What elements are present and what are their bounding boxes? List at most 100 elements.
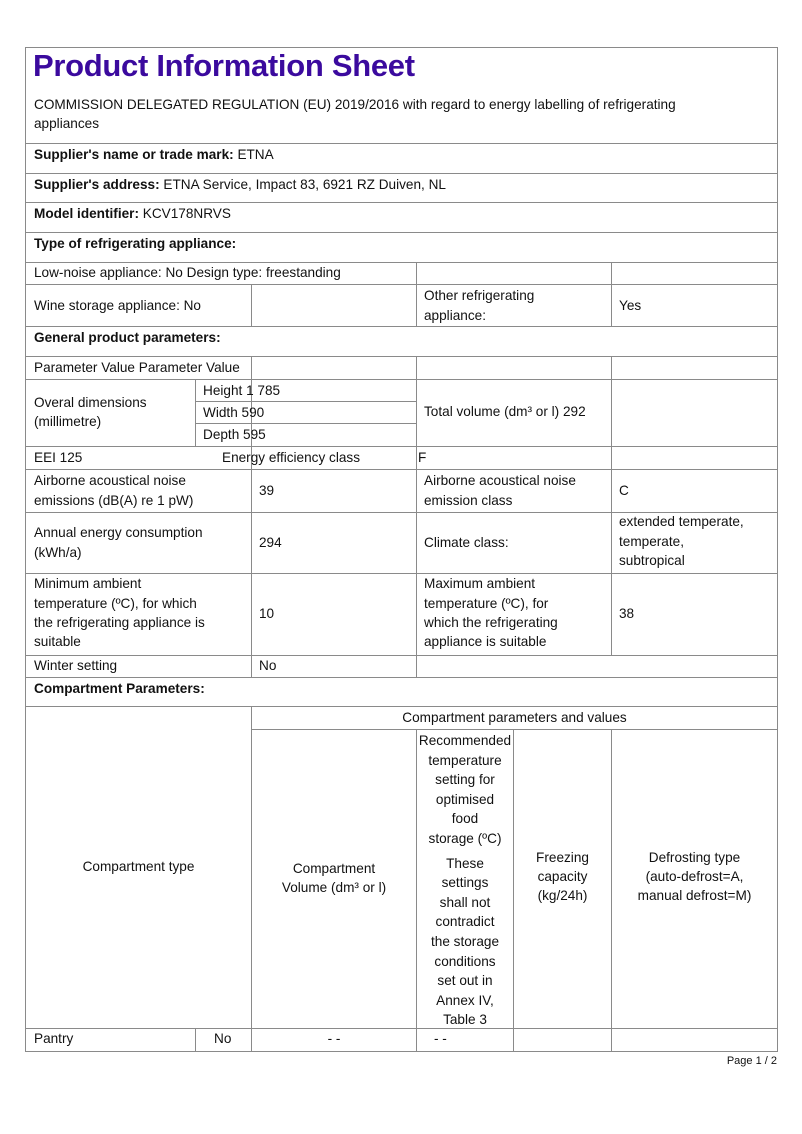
noise-label-2: emissions (dB(A) re 1 pW) (34, 493, 194, 508)
width-value: Width 590 (203, 405, 265, 420)
table-cell (610, 468, 778, 513)
header-line: Annex IV, (436, 992, 494, 1008)
table-cell (610, 445, 778, 470)
min-temp-label-2: temperature (ºC), for which (34, 596, 197, 611)
total-volume: Total volume (dm³ or l) 292 (424, 404, 586, 419)
header-line: Defrosting type (648, 850, 741, 865)
supplier-name-label: Supplier's name or trade mark: (34, 147, 234, 162)
header-line: (kg/24h) (537, 888, 588, 903)
other-appliance-label-2: appliance: (424, 308, 486, 323)
dims-label: Overal dimensions (34, 395, 147, 410)
compartment-type: Pantry (34, 1031, 74, 1046)
supplier-name: Supplier's name or trade mark: ETNA (34, 145, 274, 164)
header-line: storage (ºC) (428, 830, 502, 846)
height-value: Height 1 785 (203, 383, 281, 398)
table-cell (610, 261, 778, 285)
min-temp-label-4: suitable (34, 634, 81, 649)
table-cell (610, 572, 778, 656)
model-label: Model identifier: (34, 206, 139, 221)
wine-storage-text: Wine storage appliance: No (34, 298, 201, 313)
noise-class-label: Airborne acoustical noise (424, 473, 576, 488)
type-heading: Type of refrigerating appliance: (34, 236, 237, 251)
header-line: Recommended (418, 733, 512, 748)
noise-class-value: C (619, 483, 629, 498)
winter-label: Winter setting (34, 658, 118, 673)
low-noise-text: Low-noise appliance: No Design type: fre… (34, 265, 341, 280)
min-temp-label-3: the refrigerating appliance is (34, 615, 205, 630)
max-temp-label: Maximum ambient (424, 576, 536, 591)
header-line: manual defrost=M) (637, 888, 752, 903)
page-title: Product Information Sheet (33, 48, 415, 83)
climate-label: Climate class: (424, 535, 509, 550)
header-line: settings (441, 875, 489, 891)
table-cell (610, 378, 778, 447)
dims-label-2: (millimetre) (34, 414, 102, 429)
supplier-name-value: ETNA (237, 147, 274, 162)
header-line: food (451, 811, 479, 827)
noise-value: 39 (259, 483, 275, 498)
other-appliance-value: Yes (619, 298, 642, 313)
winter-value: No (259, 658, 277, 673)
model-value: KCV178NRVS (142, 206, 231, 221)
compartment-heading: Compartment Parameters: (34, 681, 205, 696)
supplier-address: Supplier's address: ETNA Service, Impact… (34, 175, 446, 194)
header-line: contradict (435, 914, 495, 930)
eec-value: F (418, 450, 427, 465)
climate-value-2: temperate, (619, 534, 684, 549)
param-header: Parameter Value Parameter Value (34, 360, 240, 375)
max-temp-label-2: temperature (ºC), for (424, 596, 549, 611)
header-line: conditions (434, 953, 496, 969)
page-number: Page 1 / 2 (726, 1055, 777, 1067)
header-line: the storage (430, 933, 499, 949)
compartment-group-header: Compartment parameters and values (402, 710, 627, 725)
header-line: capacity (537, 869, 588, 884)
supplier-address-value: ETNA Service, Impact 83, 6921 RZ Duiven,… (163, 177, 446, 192)
supplier-address-label: Supplier's address: (34, 177, 160, 192)
table-cell (415, 445, 612, 470)
header-line: Table 3 (443, 1012, 487, 1028)
table-cell (415, 261, 612, 285)
model-identifier: Model identifier: KCV178NRVS (34, 204, 231, 223)
climate-value: extended temperate, (619, 514, 744, 529)
compartment-type-header: Compartment type (82, 859, 195, 874)
compartment-present: No (214, 1031, 232, 1046)
table-cell (415, 654, 778, 678)
recommended-temp-header: Recommended temperature setting for opti… (414, 731, 516, 1030)
compartment-temp: - - (434, 1031, 447, 1046)
table-cell (610, 1027, 778, 1052)
energy-label: Annual energy consumption (34, 525, 203, 540)
eei-value: EEI 125 (34, 450, 83, 465)
regulation-text: COMMISSION DELEGATED REGULATION (EU) 201… (34, 97, 676, 112)
table-cell (250, 283, 417, 327)
min-temp-value: 10 (259, 606, 275, 621)
table-cell (250, 572, 417, 656)
header-line: setting for (435, 772, 495, 788)
regulation-text-cont: appliances (34, 116, 99, 131)
table-cell (250, 468, 417, 513)
noise-label: Airborne acoustical noise (34, 473, 186, 488)
header-line: These (446, 855, 484, 871)
header-line: temperature (428, 752, 502, 768)
energy-value: 294 (259, 535, 282, 550)
other-appliance-label: Other refrigerating (424, 288, 535, 303)
divider (251, 379, 252, 447)
max-temp-label-4: appliance is suitable (424, 634, 547, 649)
min-temp-label: Minimum ambient (34, 576, 142, 591)
header-line: optimised (435, 791, 495, 807)
eec-label: Energy efficiency class (222, 450, 361, 465)
noise-class-label-2: emission class (424, 493, 513, 508)
table-cell (415, 355, 612, 380)
table-cell (415, 1027, 514, 1052)
header-line: (auto-defrost=A, (645, 869, 744, 884)
table-cell (250, 355, 417, 380)
max-temp-label-3: which the refrigerating (424, 615, 558, 630)
depth-value: Depth 595 (203, 427, 266, 442)
header-line: Freezing (536, 850, 589, 865)
freezing-capacity-header: Freezing capacity (kg/24h) (513, 848, 612, 905)
volume-header-2: Volume (dm³ or l) (281, 880, 387, 895)
header-line: shall not (439, 894, 491, 910)
compartment-volume: - - (327, 1031, 341, 1046)
header-line: set out in (437, 973, 493, 989)
climate-value-3: subtropical (619, 553, 685, 568)
table-cell (610, 355, 778, 380)
